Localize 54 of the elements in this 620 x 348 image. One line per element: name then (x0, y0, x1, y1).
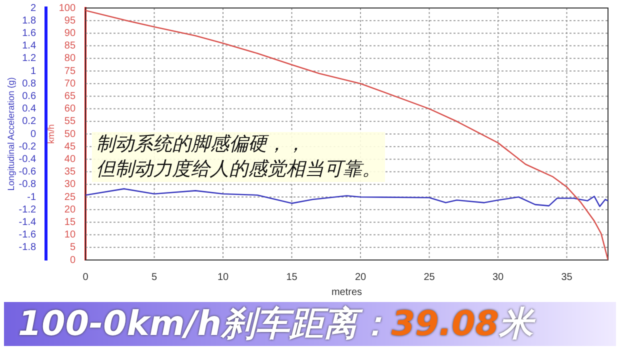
y2-tick-label: 0.4 (22, 104, 36, 115)
y2-tick-label: -1.6 (18, 230, 36, 241)
y-tick-label: 50 (64, 128, 76, 140)
x-tick-label: 10 (217, 272, 230, 283)
y-tick-label: 0 (70, 254, 76, 266)
y2-tick-label: 1.4 (22, 40, 36, 52)
y-tick-label: 10 (64, 230, 76, 241)
y2-tick-label: 2 (30, 2, 36, 14)
y-tick-label: 60 (64, 104, 76, 115)
y-axis-title: km/h (46, 124, 56, 144)
y2-tick-label: 0.8 (22, 78, 36, 90)
y-tick-label: 70 (64, 78, 76, 90)
y-tick-label: 45 (64, 141, 76, 152)
y2-tick-label: -0.2 (18, 141, 36, 152)
x-tick-label: 5 (151, 272, 158, 283)
y-tick-label: 15 (64, 216, 76, 228)
y2-tick-label: -1 (27, 192, 36, 203)
y2-tick-label: 1.8 (22, 15, 36, 26)
y-tick-label: 65 (64, 90, 76, 102)
y-tick-label: 75 (64, 66, 76, 77)
y2-tick-label: -0.4 (18, 154, 36, 165)
y2-tick-label: 0.6 (22, 90, 36, 102)
y2-tick-label: -1.2 (18, 204, 36, 216)
x-tick-label: 20 (354, 272, 367, 283)
x-tick-label: 15 (286, 272, 298, 283)
y2-tick-label: 0.2 (22, 116, 36, 128)
y-tick-label: 25 (64, 192, 76, 203)
annotation: 制动系统的脚感偏硬，， (96, 133, 305, 155)
y-tick-label: 90 (64, 28, 76, 39)
x-tick-label: 30 (492, 272, 504, 283)
y-tick-label: 35 (64, 166, 76, 178)
y2-tick-label: -1.8 (18, 242, 36, 254)
y2-tick-label: 1.2 (22, 53, 36, 64)
annotation: 但制动力度给人的感觉相当可靠。 (96, 158, 381, 180)
y2-tick-label: -0.8 (18, 179, 36, 190)
y-tick-label: 100 (58, 2, 76, 14)
y2-axis-title: Longitudinal Acceleration (g) (6, 77, 16, 191)
y-tick-label: 30 (64, 179, 76, 190)
x-tick-label: 35 (561, 272, 573, 283)
y2-tick-label: 1 (30, 66, 36, 77)
y2-tick-label: 1.6 (22, 28, 36, 39)
y2-tick-label: 0 (30, 128, 36, 140)
y-tick-label: 95 (64, 15, 76, 26)
y2-tick-label: -1.4 (18, 216, 36, 228)
x-tick-label: 0 (82, 272, 89, 283)
x-axis-title: metres (331, 286, 362, 298)
y-tick-label: 40 (64, 154, 76, 165)
y-tick-label: 5 (70, 242, 76, 254)
y-tick-label: 85 (64, 40, 76, 52)
y-tick-label: 80 (64, 53, 76, 64)
y-tick-label: 55 (64, 116, 76, 128)
y-tick-label: 20 (64, 204, 76, 216)
y2-tick-label: -0.6 (18, 166, 36, 178)
x-tick-label: 25 (424, 272, 436, 283)
